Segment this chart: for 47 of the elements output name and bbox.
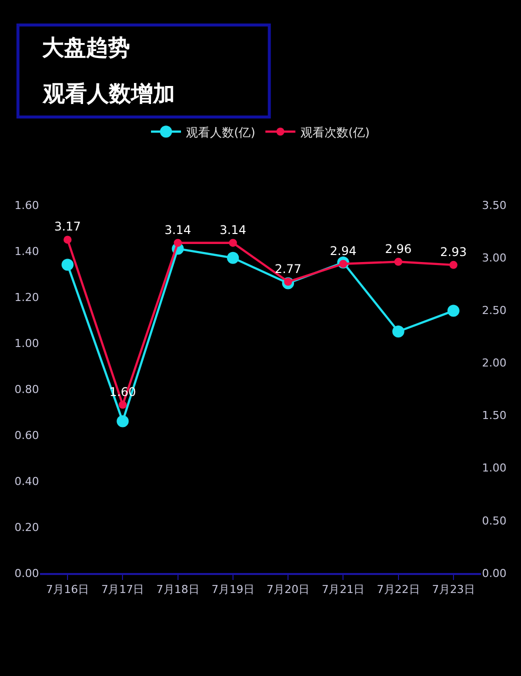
y-tick-label: 0.40 [14, 474, 39, 488]
y2-tick-label: 3.50 [482, 198, 506, 212]
x-tick-label: 7月20日 [266, 583, 310, 596]
y2-tick-label: 1.50 [482, 409, 506, 422]
chart-subtitle: 观看人数增加 [42, 82, 175, 107]
x-tick-label: 7月17日 [101, 583, 144, 596]
point [392, 326, 404, 338]
point [228, 238, 237, 247]
point [394, 258, 402, 266]
y-tick-label: 0.80 [14, 382, 39, 396]
point [226, 252, 239, 264]
y-tick-label: 1.60 [14, 198, 39, 212]
y-tick-label: 1.40 [14, 244, 39, 258]
point [449, 260, 458, 269]
data-label: 2.77 [274, 262, 302, 276]
y-tick-label: 1.00 [14, 336, 39, 350]
y-tick-label: 0.00 [14, 566, 39, 580]
x-tick-label: 7月16日 [46, 583, 90, 596]
y2-tick-label: 0.00 [482, 566, 506, 580]
x-tick-label: 7月18日 [156, 583, 200, 596]
legend-label: 观看次数(亿) [300, 125, 370, 140]
x-tick-label: 7月22日 [376, 583, 420, 596]
x-tick-label: 7月21日 [322, 583, 365, 596]
point [118, 400, 127, 409]
data-label: 3.14 [220, 222, 246, 237]
y2-tick-label: 2.00 [482, 356, 506, 370]
chart-title: 大盘趋势 [42, 36, 130, 61]
y2-tick-label: 2.50 [482, 304, 506, 317]
point [64, 236, 72, 244]
y-tick-label: 0.60 [14, 428, 39, 442]
x-tick-label: 7月23日 [432, 583, 475, 596]
y2-tick-label: 1.00 [482, 462, 506, 475]
point [174, 238, 182, 247]
data-label: 2.93 [440, 244, 467, 259]
x-tick-label: 7月19日 [211, 583, 254, 596]
point [447, 304, 460, 317]
y-tick-label: 0.20 [14, 520, 39, 534]
y2-tick-label: 0.50 [482, 514, 506, 528]
data-label: 3.14 [164, 222, 192, 237]
data-label: 3.17 [54, 220, 81, 234]
y2-tick-label: 3.00 [482, 251, 506, 264]
data-label: 2.94 [330, 244, 357, 258]
point [116, 415, 129, 428]
legend-label: 观看人数(亿) [186, 125, 256, 140]
y-tick-label: 1.20 [14, 290, 39, 304]
data-label: 2.96 [384, 242, 412, 256]
point [62, 258, 74, 271]
